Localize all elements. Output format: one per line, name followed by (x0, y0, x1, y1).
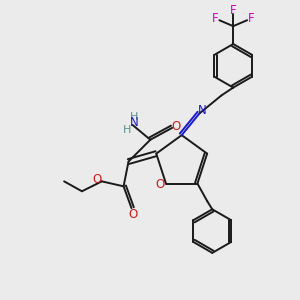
Text: F: F (212, 12, 219, 25)
Text: O: O (129, 208, 138, 220)
Text: F: F (248, 12, 254, 25)
Text: O: O (92, 173, 101, 186)
Text: N: N (198, 104, 207, 117)
Text: H: H (130, 112, 139, 122)
Text: N: N (130, 116, 139, 129)
Text: O: O (155, 178, 165, 191)
Text: O: O (172, 120, 181, 134)
Text: F: F (230, 4, 236, 17)
Text: H: H (123, 125, 132, 135)
